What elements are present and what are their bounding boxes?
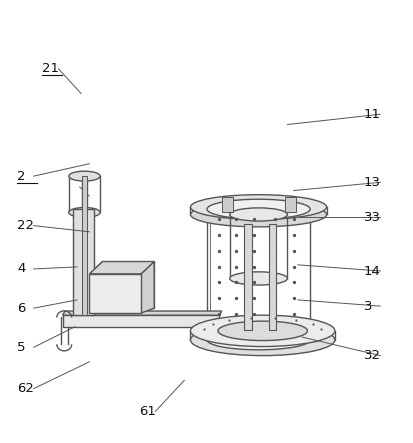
- Text: 3: 3: [363, 299, 371, 313]
- Text: 4: 4: [17, 262, 26, 276]
- Polygon shape: [73, 209, 93, 315]
- Text: 11: 11: [363, 108, 380, 121]
- Ellipse shape: [229, 272, 287, 285]
- Text: 6: 6: [17, 302, 26, 315]
- Text: 62: 62: [17, 382, 34, 395]
- Text: 32: 32: [363, 349, 380, 362]
- Text: 22: 22: [17, 219, 34, 232]
- Ellipse shape: [69, 171, 100, 181]
- Text: 61: 61: [139, 405, 155, 418]
- Bar: [285, 197, 295, 213]
- Ellipse shape: [206, 199, 309, 219]
- Ellipse shape: [217, 321, 307, 341]
- Bar: [89, 274, 141, 313]
- Ellipse shape: [206, 330, 309, 350]
- Text: 13: 13: [363, 176, 380, 189]
- Ellipse shape: [190, 202, 326, 227]
- Bar: [222, 197, 233, 213]
- Ellipse shape: [190, 194, 326, 219]
- Polygon shape: [62, 311, 221, 315]
- Polygon shape: [62, 315, 219, 327]
- Text: 2: 2: [17, 170, 26, 183]
- Text: 21: 21: [42, 62, 59, 75]
- Polygon shape: [141, 261, 154, 313]
- Bar: [268, 224, 275, 330]
- Text: 5: 5: [17, 341, 26, 354]
- Ellipse shape: [69, 207, 100, 218]
- Ellipse shape: [190, 324, 334, 356]
- Text: 33: 33: [363, 211, 380, 224]
- Bar: [81, 176, 87, 315]
- Text: 14: 14: [363, 264, 380, 277]
- Bar: [244, 224, 251, 330]
- Ellipse shape: [229, 208, 287, 221]
- Ellipse shape: [190, 315, 334, 346]
- Polygon shape: [89, 261, 154, 274]
